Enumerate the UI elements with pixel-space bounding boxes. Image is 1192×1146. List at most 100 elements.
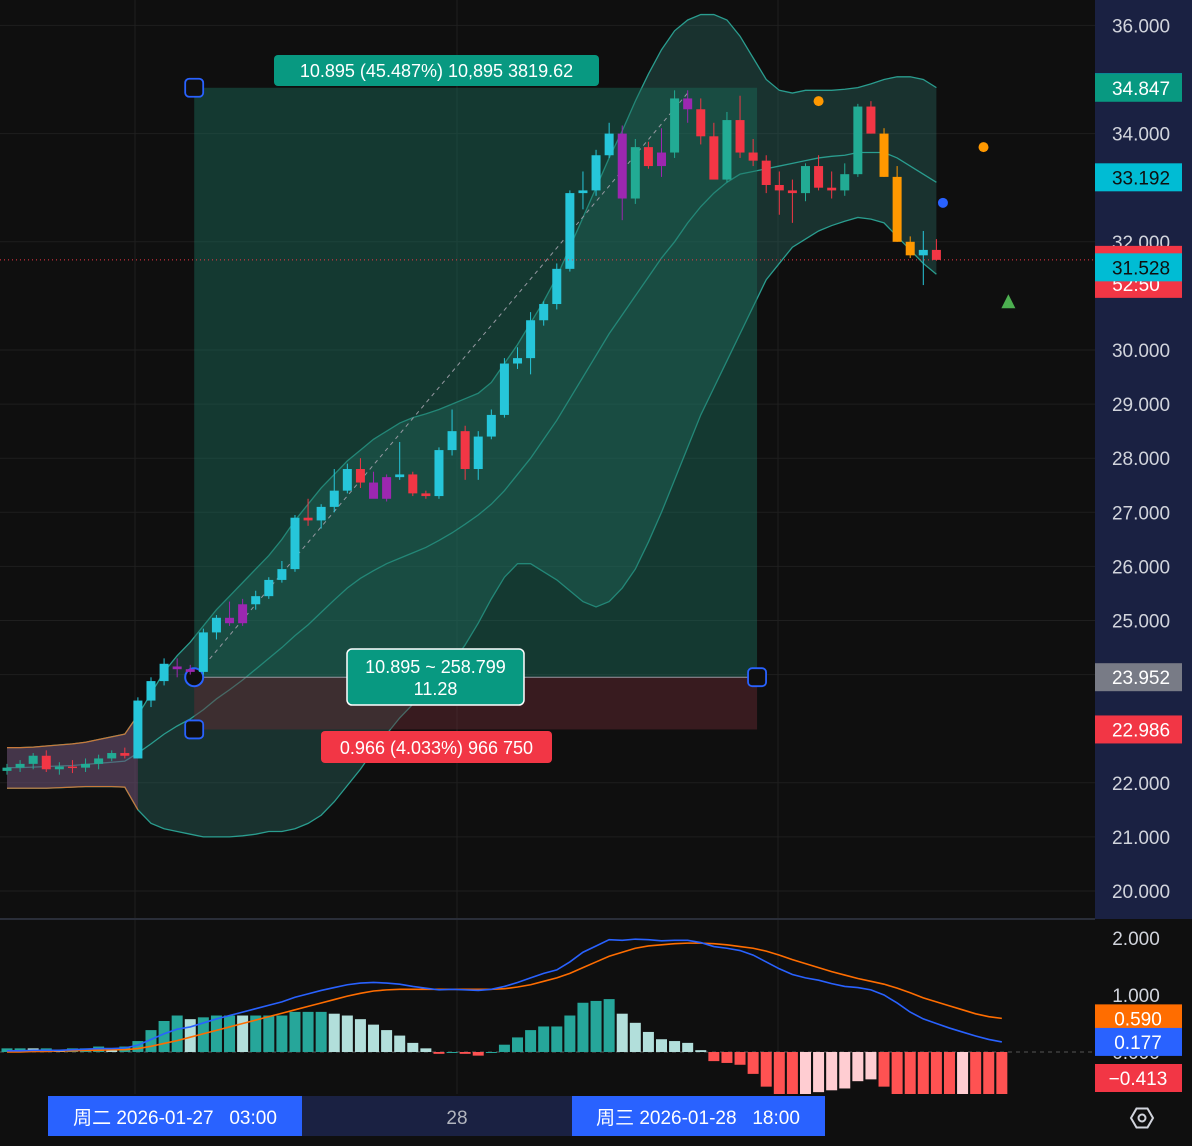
candle-body bbox=[931, 249, 941, 260]
candle-body bbox=[277, 569, 287, 580]
candle-body bbox=[81, 763, 91, 768]
price-label-box bbox=[1095, 163, 1182, 192]
profit-zone bbox=[194, 87, 758, 678]
price-tick-label: 28.000 bbox=[1112, 449, 1170, 470]
signal-line bbox=[7, 942, 1002, 1053]
candle-body bbox=[238, 604, 248, 624]
macd-histogram-bar bbox=[394, 1035, 406, 1052]
macd-histogram-bar bbox=[263, 1015, 275, 1052]
candle-body bbox=[28, 755, 38, 764]
macd-histogram-bar bbox=[368, 1024, 380, 1052]
macd-line bbox=[7, 938, 1002, 1052]
macd-histogram-bar bbox=[420, 1048, 432, 1052]
candle-body bbox=[225, 617, 235, 624]
candle-body bbox=[329, 490, 339, 507]
price-label-box bbox=[1095, 253, 1182, 282]
macd-histogram-bar bbox=[446, 1052, 458, 1053]
macd-histogram-bar bbox=[302, 1011, 314, 1052]
position-handle bbox=[184, 719, 205, 740]
macd-value-label-text: 0.177 bbox=[1114, 1033, 1162, 1054]
candle-body bbox=[421, 493, 431, 497]
candle-body bbox=[499, 363, 509, 415]
macd-histogram-bar bbox=[996, 1052, 1008, 1128]
candle-body bbox=[604, 133, 614, 156]
price-tick-label: 25.000 bbox=[1112, 612, 1170, 633]
price-axis[interactable]: 36.00034.00032.00030.00029.00028.00027.0… bbox=[1095, 0, 1192, 919]
macd-histogram-bar bbox=[616, 1013, 628, 1052]
macd-histogram-bar bbox=[865, 1052, 877, 1080]
candle-body bbox=[290, 517, 300, 570]
price-label-box bbox=[1095, 73, 1182, 102]
macd-histogram-bar bbox=[341, 1015, 353, 1052]
macd-histogram-bar bbox=[603, 999, 615, 1052]
macd-histogram-bar bbox=[656, 1039, 667, 1052]
candle-body bbox=[905, 241, 915, 256]
signal-dot bbox=[813, 96, 824, 107]
macd-histogram-bar bbox=[551, 1026, 563, 1052]
bollinger-middle bbox=[7, 151, 937, 769]
price-axis-background bbox=[1095, 0, 1192, 919]
macd-histogram-bar bbox=[577, 1002, 589, 1052]
time-label-right: 周三 2026-01-28 18:00 bbox=[596, 1108, 800, 1129]
candle-body bbox=[408, 474, 418, 494]
candle-body bbox=[539, 304, 549, 321]
macd-tick-label: 2.000 bbox=[1112, 929, 1160, 950]
macd-histogram-bar bbox=[930, 1052, 942, 1122]
candle-body bbox=[774, 184, 784, 191]
candle-body bbox=[591, 155, 601, 191]
candle-body bbox=[395, 474, 405, 478]
macd-histogram-bar bbox=[721, 1052, 733, 1063]
candle-body bbox=[133, 700, 143, 759]
macd-histogram-bar bbox=[747, 1052, 759, 1074]
macd-histogram-bar bbox=[564, 1015, 576, 1052]
candle-body bbox=[303, 517, 313, 521]
candle-body bbox=[657, 152, 666, 167]
candle-body bbox=[369, 482, 379, 499]
candle-body bbox=[486, 414, 496, 437]
candle-body bbox=[382, 477, 392, 499]
macd-value-label-box bbox=[1095, 1064, 1182, 1092]
candle-body bbox=[342, 469, 352, 491]
position-handle bbox=[747, 667, 767, 688]
macd-histogram-bar bbox=[498, 1044, 510, 1052]
candle-body bbox=[316, 506, 326, 521]
candlestick-series bbox=[0, 90, 1095, 775]
candle-body bbox=[853, 106, 863, 175]
macd-histogram-bar bbox=[328, 1013, 340, 1052]
macd-histogram-bar bbox=[734, 1052, 746, 1065]
candle-body bbox=[2, 767, 12, 771]
macd-histogram-bar bbox=[917, 1052, 929, 1120]
macd-histogram-bar bbox=[839, 1052, 851, 1089]
settings-button[interactable] bbox=[1129, 1107, 1155, 1129]
candle-body bbox=[251, 596, 261, 605]
candle-body bbox=[172, 666, 182, 670]
candle-body bbox=[630, 147, 640, 199]
price-tick-label: 34.000 bbox=[1112, 125, 1170, 146]
price-label-box bbox=[1095, 663, 1182, 692]
macd-histogram-bar bbox=[538, 1026, 550, 1052]
macd-histogram-bar bbox=[904, 1052, 916, 1115]
candle-body bbox=[185, 669, 195, 672]
macd-histogram-bar bbox=[708, 1052, 720, 1062]
candle-body bbox=[787, 190, 797, 194]
macd-histogram-bar bbox=[184, 1019, 196, 1052]
bollinger-lower-pre bbox=[7, 785, 139, 811]
candle-body bbox=[578, 190, 588, 194]
candle-body bbox=[866, 106, 876, 134]
macd-value-label-box bbox=[1095, 1004, 1182, 1033]
macd-histogram-bar bbox=[512, 1037, 524, 1052]
candle-body bbox=[800, 166, 810, 194]
time-axis[interactable]: 周二 2026-01-27 03:00 28 周三 2026-01-28 18:… bbox=[0, 1094, 1095, 1146]
macd-value-label-text: −0.413 bbox=[1109, 1069, 1168, 1090]
price-tick-label: 22.000 bbox=[1112, 774, 1170, 795]
candle-body bbox=[565, 193, 575, 269]
long-position-tool[interactable] bbox=[184, 77, 767, 740]
grid-lines bbox=[0, 0, 1095, 1094]
macd-histogram-bar bbox=[132, 1041, 144, 1052]
price-tick-label: 21.000 bbox=[1112, 828, 1170, 849]
candle-body bbox=[643, 147, 653, 167]
price-label-text: 33.192 bbox=[1112, 168, 1170, 189]
hexagon-settings-icon bbox=[1129, 1107, 1155, 1129]
